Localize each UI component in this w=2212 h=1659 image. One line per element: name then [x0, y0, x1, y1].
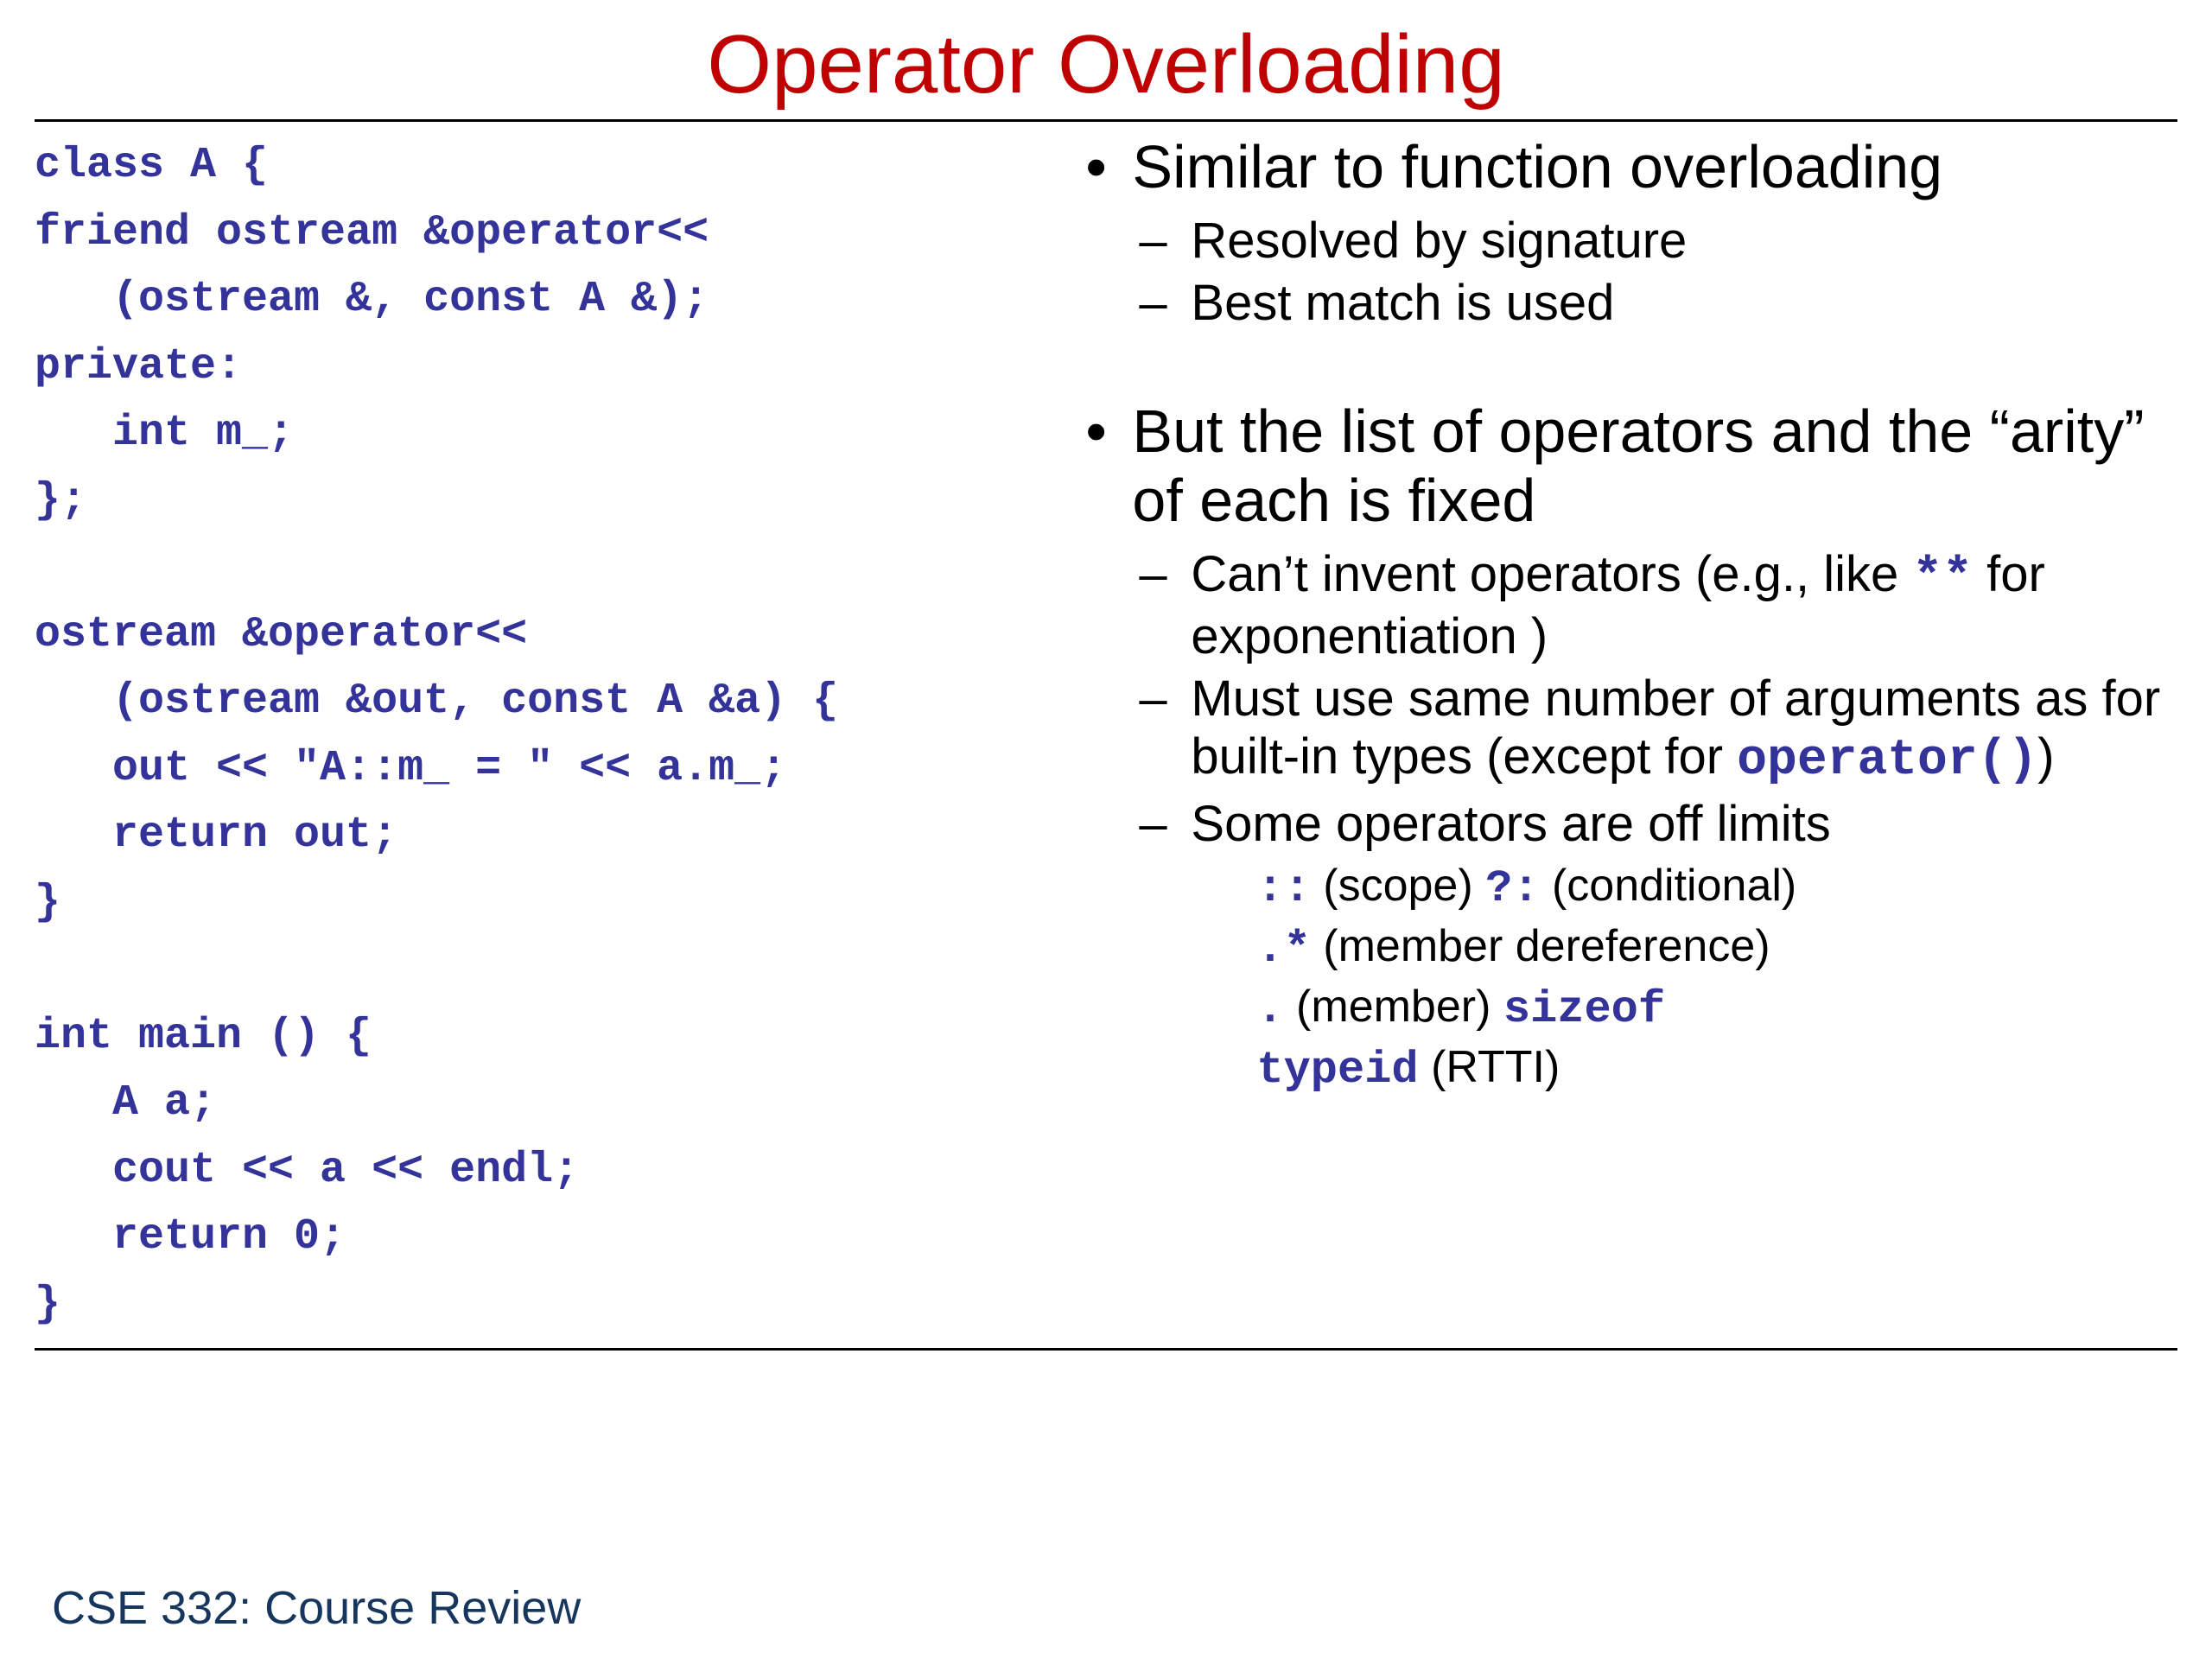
- bullet-2-post: of each is fixed: [1132, 467, 1535, 534]
- o3t1: (member): [1284, 982, 1503, 1032]
- bullet-1: Similar to function overloading Resolved…: [1071, 132, 2177, 333]
- bullet-1-sub-1: Resolved by signature: [1132, 213, 2177, 270]
- rq: ”: [2124, 397, 2144, 465]
- bullet-2-pre: But the list of operators and the: [1132, 397, 1989, 465]
- o1c2: ?:: [1485, 863, 1539, 914]
- o3c1: .: [1256, 984, 1283, 1035]
- code-column: class A { friend ostream &operator<< (os…: [35, 132, 1063, 1338]
- bullet-column: Similar to function overloading Resolved…: [1063, 132, 2177, 1338]
- bullet-2-sub-2: Must use same number of arguments as for…: [1132, 671, 2177, 790]
- divider-top: [35, 119, 2177, 122]
- s1-mid: t invent operators (e.g., like: [1294, 546, 1913, 602]
- off-2: .* (member dereference): [1191, 918, 2177, 977]
- o4t1: (RTTI): [1419, 1042, 1560, 1092]
- bullet-list: Similar to function overloading Resolved…: [1071, 132, 2177, 333]
- s1-pre: Can: [1191, 546, 1282, 602]
- bullet-1-sub-2: Best match is used: [1132, 275, 2177, 333]
- spacer: [1071, 341, 2177, 397]
- footer-text: CSE 332: Course Review: [52, 1581, 581, 1635]
- divider-bottom: [35, 1348, 2177, 1351]
- s1-apos: ’: [1283, 546, 1294, 602]
- o1t2: (conditional): [1540, 861, 1797, 911]
- o2t1: (member dereference): [1311, 921, 1770, 971]
- off-4: typeid (RTTI): [1191, 1039, 2177, 1098]
- bullet-2-sub-3: Some operators are off limits :: (scope)…: [1132, 796, 2177, 1099]
- s1-code: **: [1912, 550, 1973, 607]
- lq: “: [1990, 397, 2010, 465]
- slide: Operator Overloading class A { friend os…: [0, 0, 2212, 1659]
- bullet-2-word: arity: [2010, 397, 2124, 465]
- o1t1: (scope): [1311, 861, 1485, 911]
- bullet-1-sublist: Resolved by signature Best match is used: [1132, 213, 2177, 333]
- bullet-2-sublist: Can’t invent operators (e.g., like ** fo…: [1132, 546, 2177, 1098]
- slide-title: Operator Overloading: [35, 17, 2177, 112]
- s3-text: Some operators are off limits: [1191, 796, 1830, 852]
- bullet-2-sub-1: Can’t invent operators (e.g., like ** fo…: [1132, 546, 2177, 665]
- o1c1: ::: [1256, 863, 1310, 914]
- bullet-2: But the list of operators and the “arity…: [1071, 397, 2177, 1098]
- o3c2: sizeof: [1503, 984, 1665, 1035]
- bullet-1-text: Similar to function overloading: [1132, 133, 1942, 200]
- o4c1: typeid: [1256, 1045, 1418, 1096]
- code-block: class A { friend ostream &operator<< (os…: [35, 132, 1046, 1338]
- offlimits-list: :: (scope) ?: (conditional) .* (member d…: [1191, 858, 2177, 1098]
- off-3: . (member) sizeof: [1191, 979, 2177, 1038]
- bullet-list-2: But the list of operators and the “arity…: [1071, 397, 2177, 1098]
- content-columns: class A { friend ostream &operator<< (os…: [35, 132, 2177, 1338]
- o2c1: .*: [1256, 924, 1310, 975]
- s2-code: operator(): [1737, 733, 2037, 789]
- s2-post: ): [2037, 728, 2054, 785]
- off-1: :: (scope) ?: (conditional): [1191, 858, 2177, 917]
